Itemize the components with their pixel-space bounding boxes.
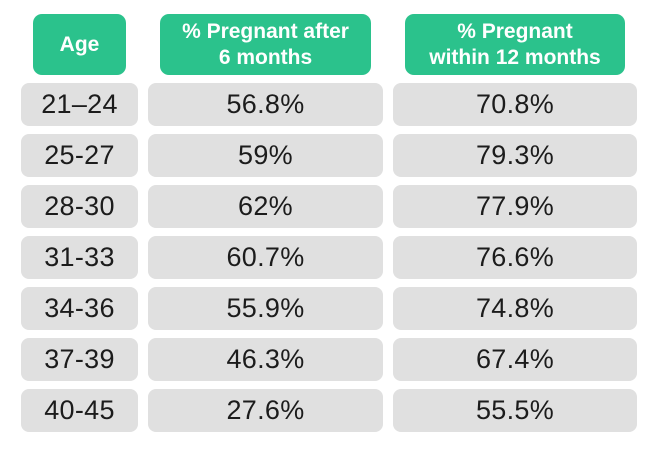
pregnant-6mo-cell: 56.8% bbox=[148, 83, 383, 126]
header-age-label: Age bbox=[59, 32, 100, 56]
pregnant-6mo-cell: 55.9% bbox=[148, 287, 383, 330]
pregnant-12mo-cell: 77.9% bbox=[393, 185, 637, 228]
age-cell: 21–24 bbox=[21, 83, 138, 126]
pregnant-12mo-cell: 79.3% bbox=[393, 134, 637, 177]
header-12mo-line1: % Pregnant bbox=[457, 20, 573, 44]
header-6mo-line2: 6 months bbox=[218, 45, 313, 69]
pregnant-12mo-cell: 70.8% bbox=[393, 83, 637, 126]
pregnant-12mo-cell: 74.8% bbox=[393, 287, 637, 330]
age-cell: 28-30 bbox=[21, 185, 138, 228]
fertility-table: Age % Pregnant after 6 months % Pregnant… bbox=[21, 14, 637, 432]
age-cell: 31-33 bbox=[21, 236, 138, 279]
header-cell-age: Age bbox=[33, 14, 126, 75]
header-cell-pregnant-6mo: % Pregnant after 6 months bbox=[160, 14, 371, 75]
pregnant-6mo-cell: 60.7% bbox=[148, 236, 383, 279]
pregnant-12mo-cell: 76.6% bbox=[393, 236, 637, 279]
age-cell: 40-45 bbox=[21, 389, 138, 432]
header-12mo-line2: within 12 months bbox=[429, 45, 601, 69]
pregnant-6mo-cell: 62% bbox=[148, 185, 383, 228]
age-cell: 34-36 bbox=[21, 287, 138, 330]
pregnant-12mo-cell: 55.5% bbox=[393, 389, 637, 432]
header-6mo-line1: % Pregnant after bbox=[182, 20, 349, 44]
pregnant-6mo-cell: 46.3% bbox=[148, 338, 383, 381]
age-cell: 37-39 bbox=[21, 338, 138, 381]
header-cell-pregnant-12mo: % Pregnant within 12 months bbox=[405, 14, 625, 75]
pregnant-6mo-cell: 59% bbox=[148, 134, 383, 177]
pregnant-12mo-cell: 67.4% bbox=[393, 338, 637, 381]
age-cell: 25-27 bbox=[21, 134, 138, 177]
pregnant-6mo-cell: 27.6% bbox=[148, 389, 383, 432]
